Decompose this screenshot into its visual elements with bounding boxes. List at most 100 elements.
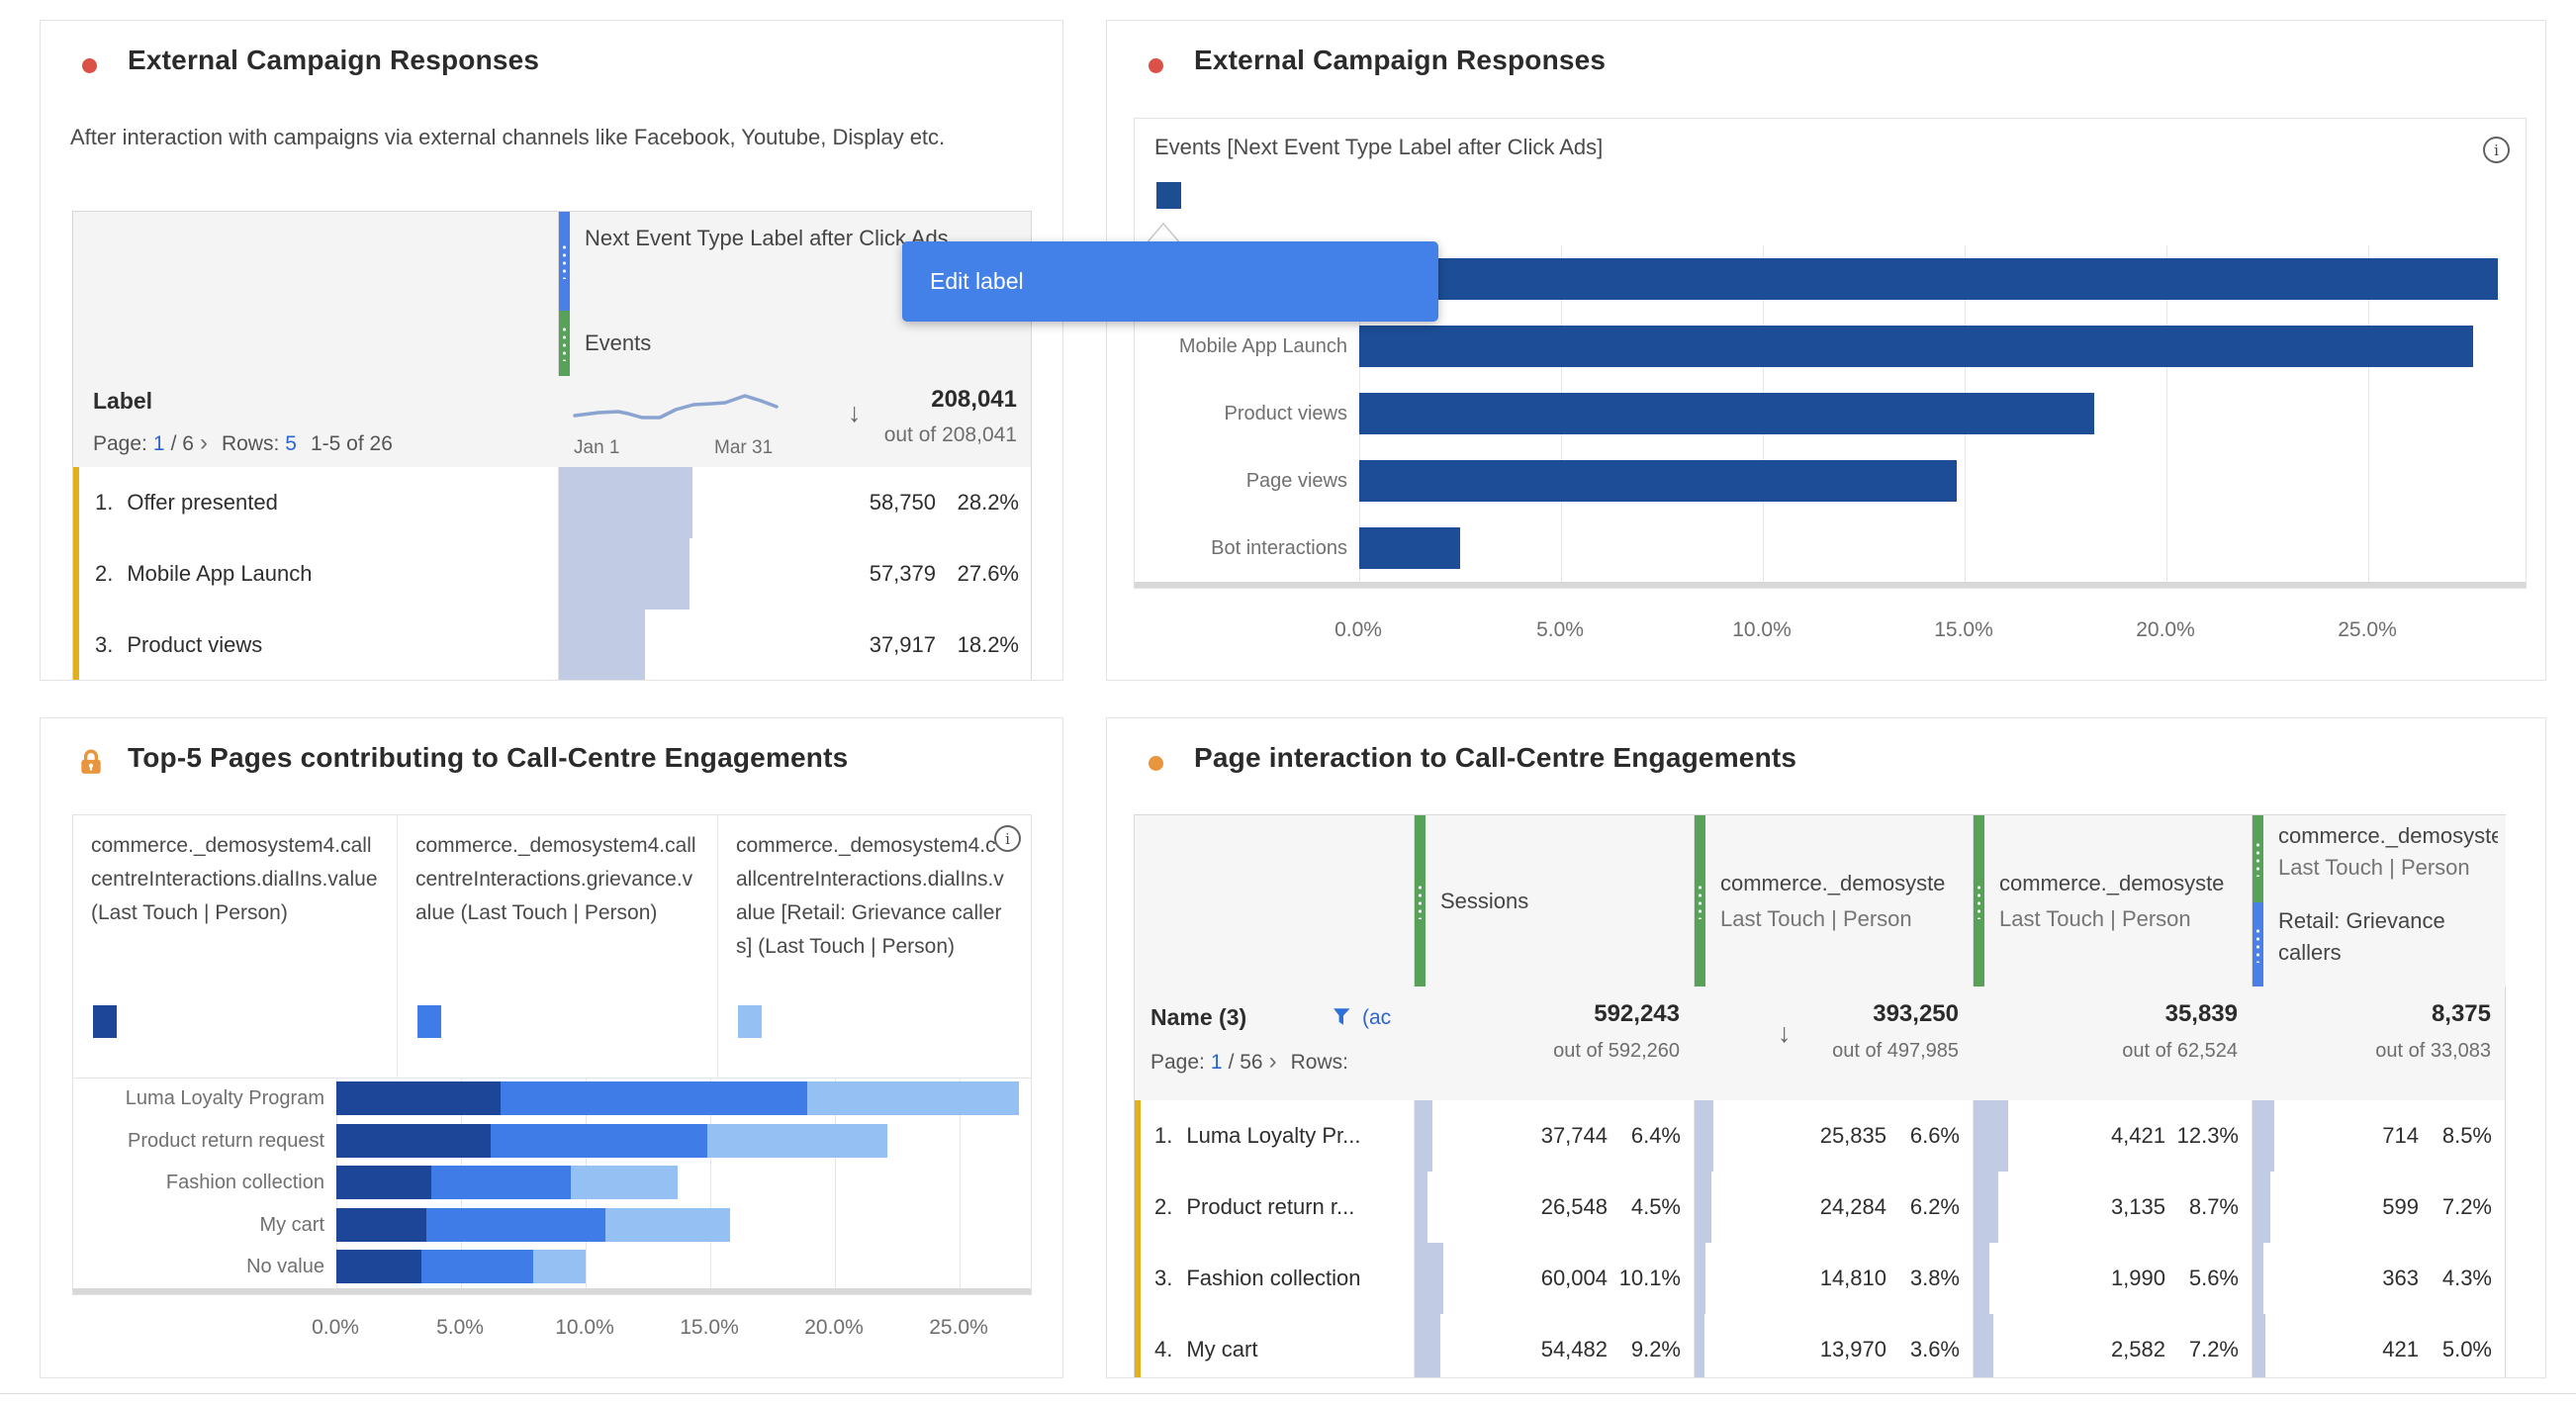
table-cell[interactable]: 37,744 6.4%: [1414, 1100, 1695, 1172]
page-total: / 56: [1228, 1051, 1263, 1074]
sort-descending-icon[interactable]: ↓: [848, 398, 862, 427]
bar-segment[interactable]: [336, 1166, 431, 1200]
table-cell[interactable]: 60,004 10.1%: [1414, 1243, 1695, 1314]
bar-segment[interactable]: [420, 1250, 534, 1284]
row-selected-marker: [1135, 1172, 1141, 1243]
table-header: Next Event Type Label after Click Ads Ev…: [73, 212, 1031, 377]
bar-segment[interactable]: [807, 1081, 1020, 1115]
metric-header-cell[interactable]: Events: [558, 311, 1031, 376]
table-row[interactable]: 1. Luma Loyalty Pr... 37,744 6.4% 25,835 6.6%…: [1135, 1100, 2505, 1174]
table-row[interactable]: 1. Offer presented 58,750 28.2%: [73, 467, 1031, 540]
next-page-chevron-icon[interactable]: ›: [1268, 1048, 1277, 1075]
table-cell[interactable]: 4,421 12.3%: [1973, 1100, 2253, 1172]
info-icon[interactable]: i: [994, 825, 1021, 852]
bar-segment[interactable]: [1359, 258, 2498, 300]
bar-segment[interactable]: [533, 1250, 586, 1284]
dimension-chip-icon: [559, 212, 570, 311]
metric-header-cell[interactable]: commerce._demosyste Last Touch | Person: [1973, 815, 2253, 986]
bar-segment[interactable]: [1359, 326, 2474, 367]
cell-bar: [1974, 1314, 1994, 1377]
gridline: [710, 1078, 711, 1288]
bar-segment[interactable]: [501, 1081, 808, 1115]
segment-header[interactable]: Retail: Grievance callers: [2253, 902, 2506, 986]
bar-segment[interactable]: [1359, 393, 2094, 434]
page-number-link[interactable]: 1: [1210, 1051, 1223, 1074]
cell-bar: [1974, 1172, 1998, 1243]
table-cell[interactable]: 13,970 3.6%: [1694, 1314, 1974, 1377]
filter-icon[interactable]: [1333, 1006, 1354, 1028]
bar-segment[interactable]: [1359, 460, 1957, 502]
bar-segment[interactable]: [336, 1207, 426, 1242]
panel-external-campaign-responses-table: External Campaign Responses After intera…: [40, 20, 1063, 681]
table-row[interactable]: 4. My cart 54,482 9.2% 13,970 3.6% 2,582 7.2% 42…: [1135, 1314, 2506, 1377]
stacked-bar-chart-plot: Luma Loyalty Program Product return reque…: [73, 1078, 1031, 1288]
segment-label-line1: Retail: Grievance: [2278, 908, 2445, 933]
metric-header-cell[interactable]: commerce._demosyste Last Touch | Person: [1694, 815, 1974, 986]
bar-chart-plot: Offer presentedMobile App LaunchProduct …: [1135, 245, 2526, 582]
category-label: Mobile App Launch: [1178, 335, 1347, 357]
bar-segment[interactable]: [1359, 527, 1460, 569]
table-cell[interactable]: 421 5.0%: [2252, 1314, 2506, 1377]
gridline: [2166, 245, 2167, 582]
panel-title: Top-5 Pages contributing to Call-Centre …: [128, 742, 849, 773]
metric-header-label: Sessions: [1440, 888, 1529, 913]
next-page-chevron-icon[interactable]: ›: [199, 429, 208, 456]
legend-item: commerce._demosystem4.callcentreInteract…: [73, 815, 397, 1078]
x-axis-tick: 15.0%: [1934, 618, 1993, 641]
column-total-cell: ↓ 393,250 out of 497,985: [1694, 986, 1973, 1100]
legend-chip[interactable]: [1156, 182, 1181, 209]
rows-count-link[interactable]: 5: [285, 432, 297, 455]
bar-segment[interactable]: [430, 1166, 571, 1200]
cell-bar: [2253, 1314, 2265, 1377]
table-cell[interactable]: 24,284 6.2%: [1694, 1172, 1974, 1243]
table-cell[interactable]: 599 7.2%: [2252, 1172, 2506, 1243]
metric-chip-icon: [1974, 815, 1984, 986]
bar-segment[interactable]: [336, 1123, 492, 1158]
table-cell[interactable]: 363 4.3%: [2252, 1243, 2506, 1314]
table-cell[interactable]: 1,990 5.6%: [1973, 1243, 2253, 1314]
legend-chip[interactable]: [738, 1005, 762, 1038]
bar-segment[interactable]: [605, 1207, 731, 1242]
sort-descending-icon[interactable]: ↓: [1778, 1018, 1792, 1048]
cell-bar: [1695, 1100, 1713, 1172]
bar-segment[interactable]: [570, 1166, 679, 1200]
table-cell[interactable]: 26,548 4.5%: [1414, 1172, 1695, 1243]
filter-text[interactable]: (ac: [1362, 1006, 1392, 1029]
metric-header-cell[interactable]: Sessions: [1414, 815, 1695, 986]
bar-segment[interactable]: [425, 1207, 606, 1242]
chart-legend: commerce._demosystem4.callcentreInteract…: [73, 815, 1031, 1079]
bar-segment[interactable]: [336, 1250, 421, 1284]
name-column-header: Name (3): [1150, 1004, 1247, 1030]
page-number-link[interactable]: 1: [152, 432, 165, 455]
row-label: 2. Mobile App Launch: [95, 561, 313, 586]
table-row[interactable]: 2. Product return r... 26,548 4.5% 24,284 6.2…: [1135, 1172, 2505, 1245]
info-icon[interactable]: i: [2483, 137, 2510, 163]
bar-segment[interactable]: [491, 1123, 708, 1158]
table-row[interactable]: 2. Mobile App Launch 57,379 27.6%: [73, 538, 1031, 611]
bar-segment[interactable]: [707, 1123, 887, 1158]
table-row[interactable]: 3. Product views 37,917 18.2%: [73, 610, 1031, 680]
table-row[interactable]: 3. Fashion collection 60,004 10.1% 14,810 3.8…: [1135, 1243, 2505, 1316]
column-total: 35,839: [2164, 1000, 2238, 1027]
table-cell[interactable]: 14,810 3.8%: [1694, 1243, 1974, 1314]
row-selected-marker: [1135, 1100, 1141, 1172]
gridline: [960, 1078, 961, 1288]
freeform-table: Sessions commerce._demosyste Last Touch …: [1134, 814, 2506, 1377]
legend-item-label: commerce._demosystem4.callcentreInteract…: [91, 834, 378, 925]
column-total-sub: out of 592,260: [1553, 1040, 1680, 1062]
table-cell[interactable]: 3,135 8.7%: [1973, 1172, 2253, 1243]
legend-chip[interactable]: [93, 1005, 117, 1038]
table-cell[interactable]: 54,482 9.2%: [1414, 1314, 1695, 1377]
metric-chip-icon: [1415, 815, 1426, 986]
metric-header-top[interactable]: commerce._demosyste Last Touch | Person: [2253, 815, 2506, 903]
bar-segment[interactable]: [336, 1081, 502, 1115]
edit-label-menu-item[interactable]: Edit label: [902, 241, 1438, 322]
metric-chip-icon: [559, 311, 570, 376]
metric-header-label: Events: [585, 330, 652, 355]
table-cell[interactable]: 2,582 7.2%: [1973, 1314, 2253, 1377]
sparkline: [573, 394, 779, 420]
table-cell[interactable]: 714 8.5%: [2252, 1100, 2506, 1172]
legend-chip[interactable]: [417, 1005, 441, 1038]
table-cell[interactable]: 25,835 6.6%: [1694, 1100, 1974, 1172]
row-label-header: Label: [93, 388, 153, 414]
